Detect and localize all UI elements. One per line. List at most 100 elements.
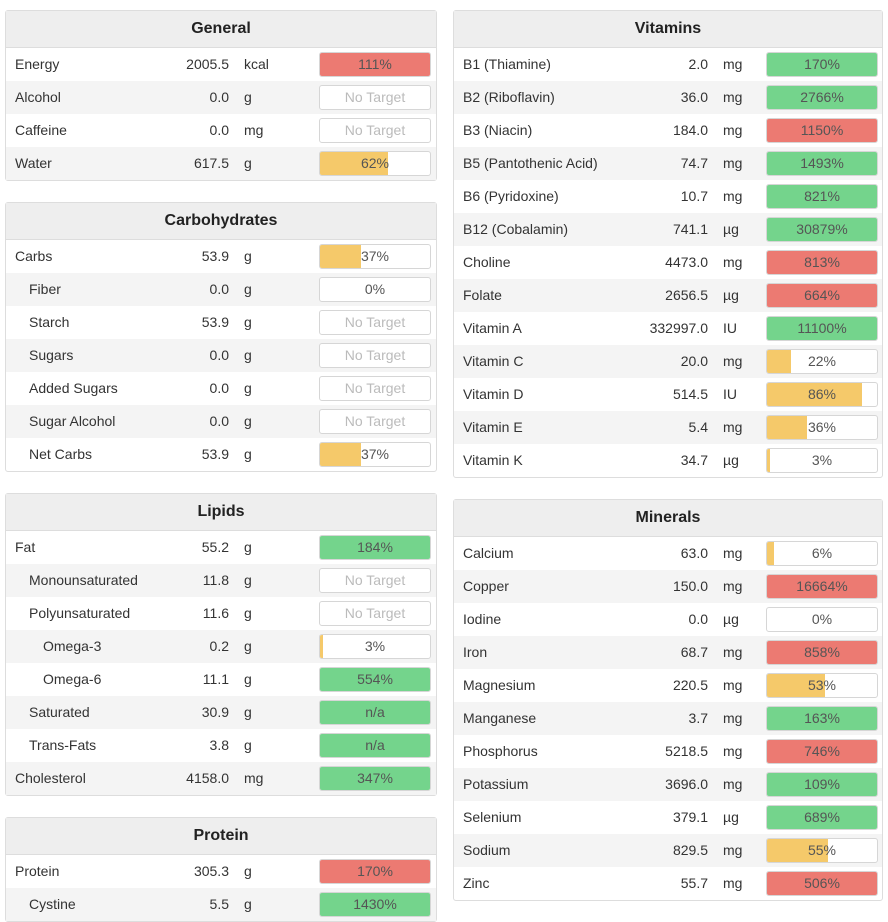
amount: 11.6 (202, 605, 229, 621)
amount: 0.0 (209, 413, 229, 429)
unit: g (244, 380, 252, 396)
unit: g (244, 248, 252, 264)
nutrient-name: Saturated (29, 704, 90, 720)
nutrient-name: Choline (463, 254, 511, 270)
bar-label: 11100% (797, 320, 847, 336)
nutrient-name: Vitamin D (463, 386, 524, 402)
unit: g (244, 314, 252, 330)
amount: 0.0 (209, 380, 229, 396)
bar-label: 6% (811, 545, 833, 561)
bar-label: 554% (357, 671, 393, 687)
unit: mg (723, 743, 743, 759)
nutrient-name: Calcium (463, 545, 514, 561)
nutrient-name: Vitamin K (463, 452, 523, 468)
bar-label: 37% (360, 446, 390, 462)
nutrient-name: Monounsaturated (29, 572, 138, 588)
nutrient-name: B12 (Cobalamin) (463, 221, 569, 237)
nutrient-name: Cystine (29, 896, 76, 912)
page: {"columns": [ [ {"title": "General", "ro… (5, 10, 883, 922)
target-bar: 664% (766, 283, 878, 308)
bar-fill (320, 443, 361, 466)
amount: 68.7 (680, 644, 708, 660)
amount: 74.7 (680, 155, 708, 171)
bar-fill (767, 740, 877, 763)
unit: mg (723, 875, 743, 891)
nutrient-name: Magnesium (463, 677, 536, 693)
nutrient-name: Protein (15, 863, 60, 879)
amount: 63.0 (680, 545, 708, 561)
nutrient-name: B5 (Pantothenic Acid) (463, 155, 598, 171)
nutrient-row: Energy 2005.5 kcal 111% (6, 48, 436, 81)
bar-fill (767, 152, 877, 175)
target-bar: 86% (766, 382, 878, 407)
nutrient-row: B12 (Cobalamin) 741.1 µg 30879% (454, 213, 882, 246)
unit: mg (723, 419, 743, 435)
bar-fill (767, 542, 774, 565)
bar-label: n/a (365, 704, 385, 720)
target-bar: 37% (319, 244, 431, 269)
nutrient-row: Sugar Alcohol 0.0 g No Target (6, 405, 436, 438)
nutrient-row: Vitamin C 20.0 mg 22% (454, 345, 882, 378)
nutrient-row: B1 (Thiamine) 2.0 mg 170% (454, 48, 882, 81)
unit: g (244, 863, 252, 879)
bar-label: 1493% (800, 155, 844, 171)
bar-label: 689% (804, 809, 840, 825)
unit: µg (723, 452, 739, 468)
target-bar: 347% (319, 766, 431, 791)
panel: General Energy 2005.5 kcal 111% Alcohol 0.0 g No… (5, 10, 437, 181)
panel-title: General (6, 11, 436, 48)
nutrient-name: Zinc (463, 875, 490, 891)
amount: 0.0 (688, 611, 708, 627)
bar-label: 746% (804, 743, 840, 759)
target-bar: 506% (766, 871, 878, 896)
nutrient-row: Omega-6 11.1 g 554% (6, 663, 436, 696)
nutrient-row: Alcohol 0.0 g No Target (6, 81, 436, 114)
bar-fill (320, 245, 361, 268)
panel-title: Protein (6, 818, 436, 855)
nutrient-row: Zinc 55.7 mg 506% (454, 867, 882, 900)
nutrient-name: Copper (463, 578, 509, 594)
target-bar: No Target (319, 343, 431, 368)
target-bar: n/a (319, 700, 431, 725)
target-bar: 813% (766, 250, 878, 275)
nutrient-row: Sodium 829.5 mg 55% (454, 834, 882, 867)
nutrient-name: Omega-3 (43, 638, 102, 654)
nutrient-row: Water 617.5 g 62% (6, 147, 436, 180)
target-bar: No Target (319, 118, 431, 143)
nutrient-row: Vitamin D 514.5 IU 86% (454, 378, 882, 411)
bar-fill (767, 641, 877, 664)
nutrient-row: Net Carbs 53.9 g 37% (6, 438, 436, 471)
nutrient-row: Phosphorus 5218.5 mg 746% (454, 735, 882, 768)
bar-fill (767, 674, 826, 697)
unit: g (244, 413, 252, 429)
amount: 20.0 (680, 353, 708, 369)
bar-label: 1430% (353, 896, 397, 912)
amount: 4158.0 (186, 770, 229, 786)
amount: 2656.5 (665, 287, 708, 303)
bar-label: 86% (807, 386, 837, 402)
bar-fill (767, 416, 807, 439)
bar-label: 3% (364, 638, 386, 654)
target-bar: 746% (766, 739, 878, 764)
nutrient-name: Starch (29, 314, 70, 330)
unit: g (244, 605, 252, 621)
target-bar: 1150% (766, 118, 878, 143)
bar-label: No Target (344, 89, 406, 105)
nutrient-name: Iodine (463, 611, 502, 627)
amount: 55.2 (201, 539, 229, 555)
right-column: Vitamins B1 (Thiamine) 2.0 mg 170% B2 (Ribofl… (453, 10, 883, 901)
bar-label: No Target (344, 122, 406, 138)
amount: 3696.0 (665, 776, 708, 792)
nutrient-row: B5 (Pantothenic Acid) 74.7 mg 1493% (454, 147, 882, 180)
amount: 741.1 (672, 221, 708, 237)
target-bar: 184% (319, 535, 431, 560)
target-bar: 36% (766, 415, 878, 440)
target-bar: n/a (319, 733, 431, 758)
nutrient-row: Cystine 5.5 g 1430% (6, 888, 436, 921)
unit: kcal (244, 56, 269, 72)
unit: g (244, 446, 252, 462)
unit: g (244, 671, 252, 687)
bar-label: 111% (358, 56, 392, 72)
nutrient-name: B6 (Pyridoxine) (463, 188, 559, 204)
target-bar: 0% (319, 277, 431, 302)
